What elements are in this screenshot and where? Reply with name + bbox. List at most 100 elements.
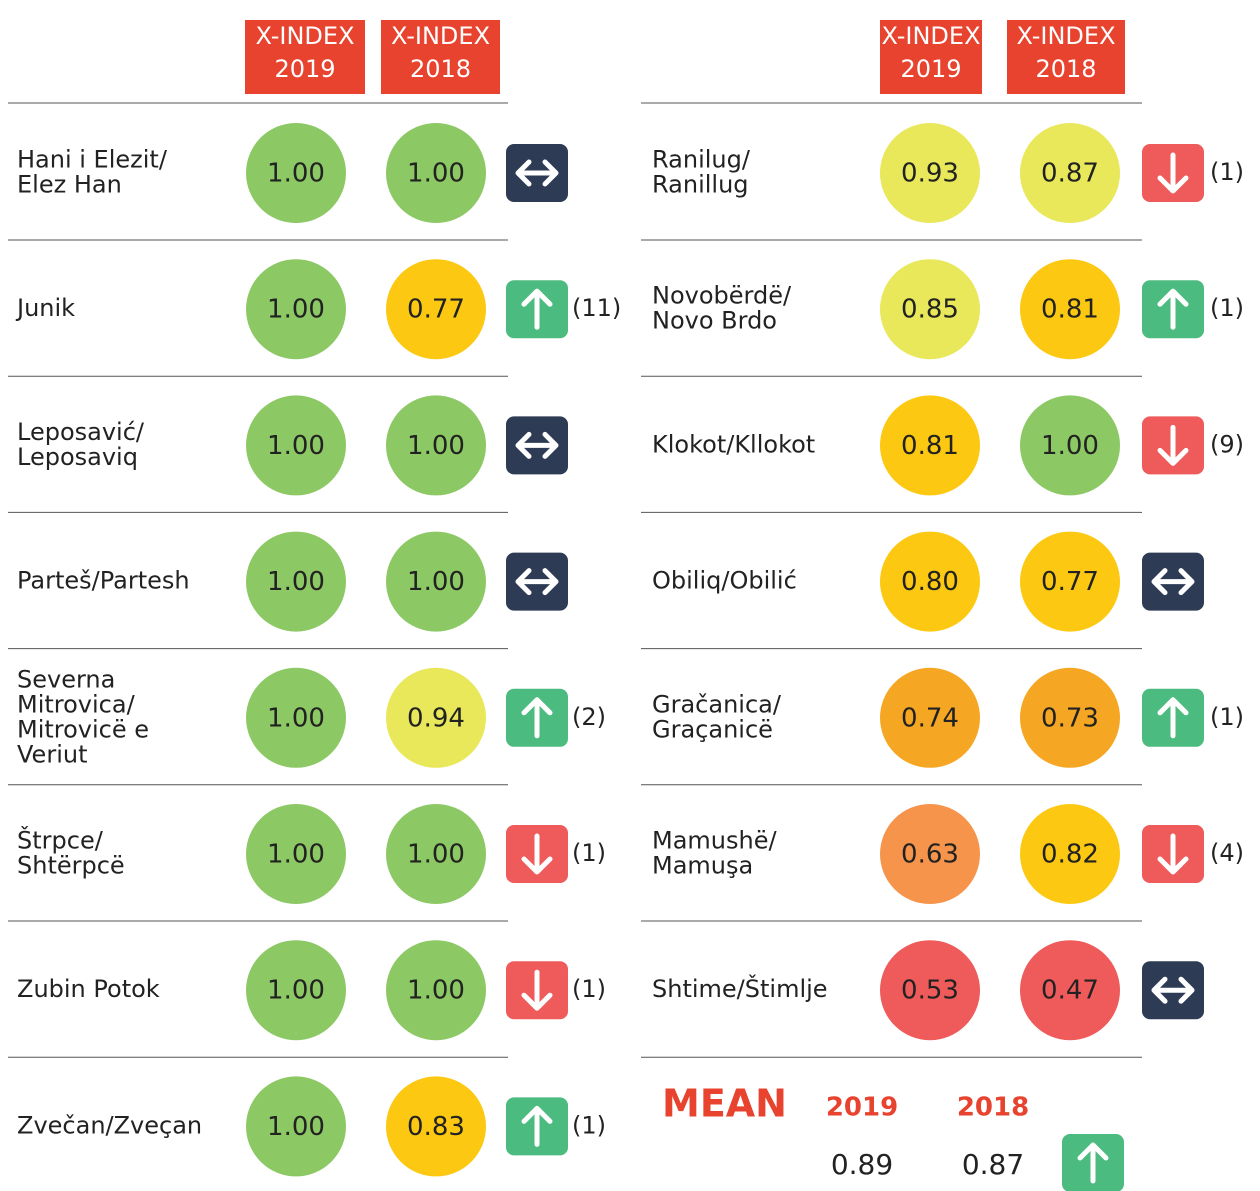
score-circle [386, 259, 486, 360]
header-box [1007, 20, 1125, 94]
arrow [521, 833, 553, 875]
score-circle [880, 123, 980, 223]
trend-icon [1142, 280, 1204, 339]
score: 0.93 [901, 159, 959, 189]
score: 1.00 [267, 976, 325, 1006]
score-circle [246, 259, 346, 360]
header-year: 2019 [900, 55, 961, 83]
score: 0.87 [1041, 159, 1099, 189]
mean-value: 0.87 [962, 1148, 1024, 1181]
score: 0.73 [1041, 703, 1099, 733]
score-circle [1020, 940, 1120, 1041]
row-name: Parteš/Partesh [17, 567, 190, 595]
score-circle [880, 667, 980, 768]
rank-change: (1) [1210, 158, 1244, 186]
score: 0.83 [407, 1112, 465, 1142]
score-circle [1020, 395, 1120, 496]
arrow [1157, 833, 1189, 875]
row-name: Veriut [17, 740, 87, 768]
score-circle [386, 531, 486, 632]
row-name: Mitrovica/ [17, 690, 136, 718]
score: 1.00 [407, 431, 465, 461]
trend-icon [506, 688, 568, 747]
row-name: Shtime/Štimlje [652, 973, 828, 1003]
score-circle [1020, 123, 1120, 223]
header-box [880, 20, 982, 94]
score-circle [880, 804, 980, 904]
trend-icon [1142, 552, 1204, 611]
trend-icon [1062, 1134, 1124, 1191]
score-circle [880, 940, 980, 1041]
arrow [1077, 1142, 1109, 1184]
arrow [1157, 697, 1189, 739]
score-circle [1020, 804, 1120, 904]
score-circle [386, 804, 486, 904]
score-circle [1020, 259, 1120, 360]
score-circle [246, 1076, 346, 1177]
trend-icon [1142, 961, 1204, 1020]
score-circle [880, 395, 980, 496]
row-name: Shtërpcë [17, 852, 125, 880]
rank-change: (4) [1210, 839, 1244, 867]
arrow [515, 431, 559, 459]
score: 1.00 [267, 567, 325, 597]
score-circle [246, 667, 346, 768]
score: 0.47 [1041, 976, 1099, 1006]
row-name: Mamushë/ [652, 827, 777, 855]
score-circle [880, 259, 980, 360]
score: 1.00 [407, 567, 465, 597]
score-circle [880, 531, 980, 632]
score: 1.00 [267, 159, 325, 189]
trend-icon [506, 552, 568, 611]
row-name: Štrpce/ [17, 825, 104, 855]
score: 0.53 [901, 976, 959, 1006]
row-name: Novobërdë/ [652, 282, 792, 310]
arrow [1157, 152, 1189, 194]
trend-icon [1142, 416, 1204, 475]
score-circle [386, 123, 486, 223]
score-circle [1020, 531, 1120, 632]
score: 1.00 [407, 976, 465, 1006]
row-name: Ranilug/ [652, 146, 751, 174]
header-box [381, 20, 500, 94]
score-circle [246, 395, 346, 496]
rank-change: (2) [572, 703, 606, 731]
trend-icon [506, 144, 568, 202]
rank-change: (1) [1210, 294, 1244, 322]
rank-change: (1) [572, 975, 606, 1003]
arrow [1151, 976, 1195, 1004]
score: 1.00 [1041, 431, 1099, 461]
rank-change: (1) [1210, 703, 1244, 731]
row-name: Novo Brdo [652, 307, 777, 335]
score-circle [246, 940, 346, 1041]
arrow [1157, 424, 1189, 466]
mean-year: 2019 [826, 1093, 898, 1123]
trend-icon [506, 416, 568, 475]
trend-icon [506, 1097, 568, 1156]
row-name: Elez Han [17, 171, 122, 199]
trend-icon [1142, 688, 1204, 747]
row-name: Ranillug [652, 171, 749, 199]
score-circle [386, 667, 486, 768]
row-name: Leposavić/ [17, 418, 145, 446]
row-name: Junik [15, 294, 75, 322]
score: 1.00 [267, 295, 325, 325]
header-year: 2019 [274, 55, 335, 83]
arrow [521, 697, 553, 739]
trend-icon [1142, 144, 1204, 202]
arrow [521, 969, 553, 1011]
score: 0.80 [901, 567, 959, 597]
arrow [1157, 288, 1189, 330]
rank-change: (1) [572, 1111, 606, 1139]
score-circle [246, 531, 346, 632]
mean-value: 0.89 [831, 1148, 893, 1181]
score: 0.81 [901, 431, 959, 461]
score: 1.00 [267, 1112, 325, 1142]
row-name: Gračanica/ [652, 690, 782, 718]
header-label: X-INDEX [255, 22, 354, 50]
row-name: Mitrovicë e [17, 715, 149, 743]
row-name: Zvečan/Zveçan [17, 1111, 202, 1139]
score-circle [386, 1076, 486, 1177]
mean-label: MEAN [662, 1082, 787, 1126]
